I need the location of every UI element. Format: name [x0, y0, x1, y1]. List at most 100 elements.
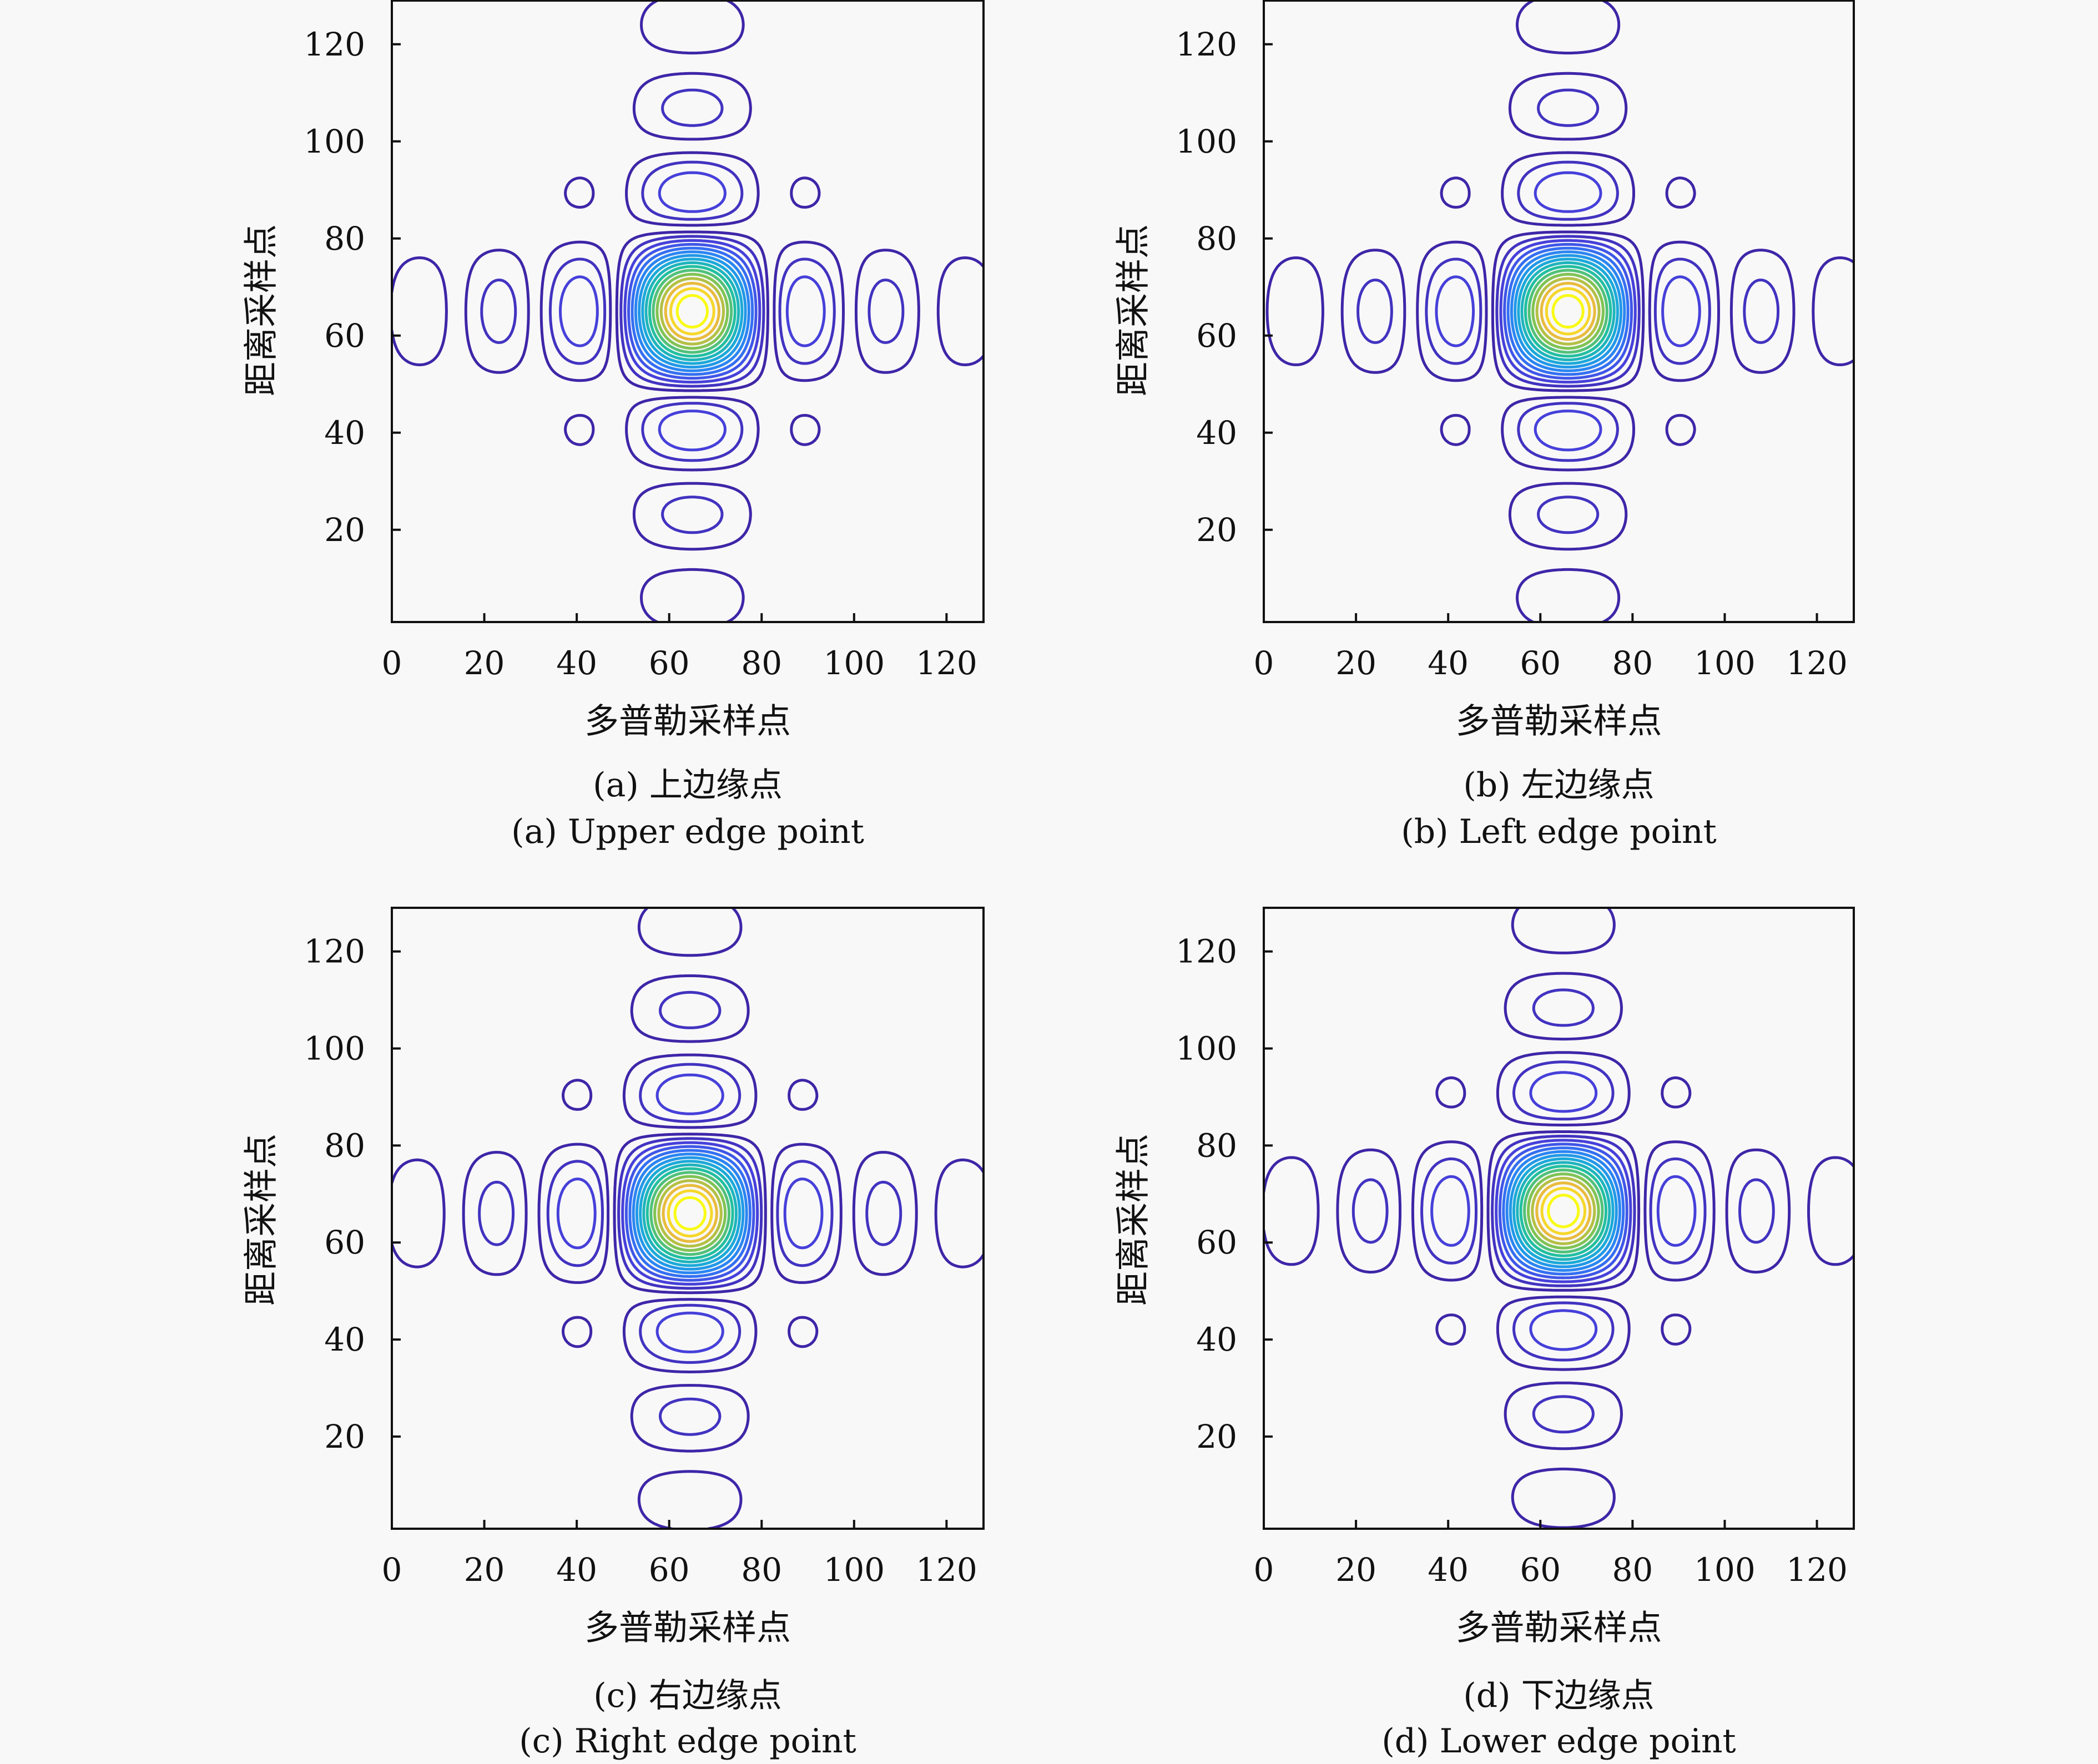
contour-level-8	[1517, 257, 1619, 365]
contour-level-16	[1547, 1194, 1580, 1229]
contour-level-13	[1535, 277, 1601, 346]
x-tick-label: 60	[1520, 644, 1561, 682]
x-tick-label: 80	[1612, 644, 1653, 682]
y-tick-label: 80	[1196, 220, 1237, 257]
contour-level-6	[1510, 250, 1626, 372]
contour-level-2	[480, 88, 905, 534]
y-tick-label: 120	[304, 26, 365, 63]
contour-level-3	[556, 1073, 824, 1353]
contour-level-8	[639, 1160, 742, 1267]
caption-chinese: (c) 右边缘点	[593, 1676, 782, 1715]
x-tick-label: 40	[1428, 1551, 1469, 1589]
y-tick-label: 80	[324, 1126, 365, 1164]
contour-level-7	[638, 254, 747, 369]
contour-level-11	[649, 1171, 731, 1256]
y-tick-label: 60	[1196, 1224, 1237, 1261]
contour-level-1	[1265, 1, 1854, 622]
x-tick-label: 0	[1254, 644, 1274, 682]
contour-level-14	[1535, 1181, 1592, 1241]
y-tick-label: 60	[324, 317, 365, 355]
contour-level-16	[673, 1196, 707, 1231]
x-axis-label: 多普勒采样点	[1455, 701, 1662, 741]
y-axis-label: 距离采样点	[241, 1134, 281, 1306]
x-tick-label: 0	[382, 1551, 402, 1589]
x-tick-label: 100	[1694, 644, 1756, 682]
x-tick-label: 120	[1786, 644, 1848, 682]
y-tick-label: 40	[324, 1321, 365, 1358]
caption-english: (b) Left edge point	[1401, 812, 1716, 851]
contour-level-12	[1531, 272, 1605, 350]
y-axis-label: 距离采样点	[241, 224, 281, 396]
contour-chart-2: 0 20 40 60 80 100 120 20 40 60 80 100 120 多普勒采样点 距离采样点…	[1113, 0, 1855, 851]
contour-level-9	[642, 1163, 738, 1263]
contour-level-15	[1540, 1187, 1587, 1235]
contour-level-15	[1545, 287, 1591, 336]
contour-level-16	[1551, 294, 1585, 329]
contour-level-1	[392, 908, 984, 1529]
contour-level-11	[1523, 1169, 1604, 1253]
contour-level-2	[1356, 88, 1780, 534]
x-axis-label: 多普勒采样点	[584, 701, 791, 741]
contour-level-16	[675, 294, 709, 329]
caption-english: (d) Lower edge point	[1381, 1722, 1736, 1761]
contour-level-2	[1351, 988, 1775, 1434]
contour-level-10	[648, 265, 737, 358]
caption-english: (c) Right edge point	[519, 1722, 856, 1761]
contour-level-1	[392, 1, 984, 622]
contour-level-10	[645, 1167, 734, 1260]
contour-level-5	[631, 246, 754, 376]
contour-level-6	[1505, 1150, 1621, 1272]
contour-level-13	[657, 1179, 723, 1248]
contour-lines	[392, 1, 984, 622]
y-tick-label: 100	[304, 123, 365, 160]
contour-level-13	[1531, 1176, 1596, 1245]
contour-level-7	[635, 1156, 745, 1271]
y-tick-label: 20	[1196, 511, 1237, 549]
contour-level-4	[1498, 1143, 1628, 1280]
contour-level-4	[624, 1145, 755, 1282]
x-tick-label: 80	[1612, 1551, 1653, 1589]
contour-level-3	[1430, 1071, 1697, 1351]
x-tick-label: 120	[1786, 1551, 1848, 1589]
y-tick-label: 40	[1196, 414, 1237, 452]
contour-level-14	[1540, 281, 1596, 341]
x-tick-label: 100	[823, 644, 885, 682]
contour-level-5	[628, 1149, 752, 1278]
contour-chart-1: 0 20 40 60 80 100 120 20 40 60 80 100 120 多普勒采样点 距离采样点…	[241, 0, 985, 851]
x-tick-label: 120	[916, 644, 977, 682]
contour-level-3	[559, 171, 826, 452]
contour-level-9	[1516, 1161, 1611, 1261]
x-tick-label: 40	[556, 644, 597, 682]
contour-level-11	[1527, 269, 1608, 354]
contour-level-9	[644, 261, 740, 362]
x-tick-label: 0	[1254, 1551, 1274, 1589]
x-tick-label: 60	[649, 644, 690, 682]
contour-level-15	[667, 1189, 713, 1238]
y-tick-label: 80	[324, 220, 365, 257]
contour-level-12	[653, 1175, 727, 1252]
y-axis-label: 距离采样点	[1113, 1134, 1153, 1306]
caption-chinese: (a) 上边缘点	[593, 766, 783, 805]
x-tick-label: 20	[1335, 1551, 1376, 1589]
x-tick-label: 40	[556, 1551, 597, 1589]
y-tick-label: 120	[304, 933, 365, 971]
contour-level-4	[1503, 242, 1633, 380]
contour-chart-4: 0 20 40 60 80 100 120 20 40 60 80 100 120 多普勒采样点 距离采样点…	[1113, 907, 1855, 1761]
contour-level-13	[659, 277, 725, 346]
contour-level-7	[1509, 1154, 1618, 1268]
y-tick-label: 100	[1176, 123, 1237, 160]
y-tick-label: 60	[1196, 317, 1237, 355]
contour-level-8	[641, 257, 744, 365]
y-tick-label: 40	[1196, 1321, 1237, 1358]
y-tick-label: 40	[324, 414, 365, 452]
y-tick-label: 80	[1196, 1126, 1237, 1164]
x-tick-label: 100	[823, 1551, 885, 1589]
contour-level-14	[662, 1184, 718, 1243]
axes-frame	[1263, 0, 1855, 623]
contour-level-6	[634, 250, 750, 372]
axes-frame	[391, 907, 985, 1530]
y-tick-label: 60	[324, 1224, 365, 1261]
contour-level-5	[1506, 246, 1630, 376]
y-tick-label: 120	[1176, 26, 1237, 63]
